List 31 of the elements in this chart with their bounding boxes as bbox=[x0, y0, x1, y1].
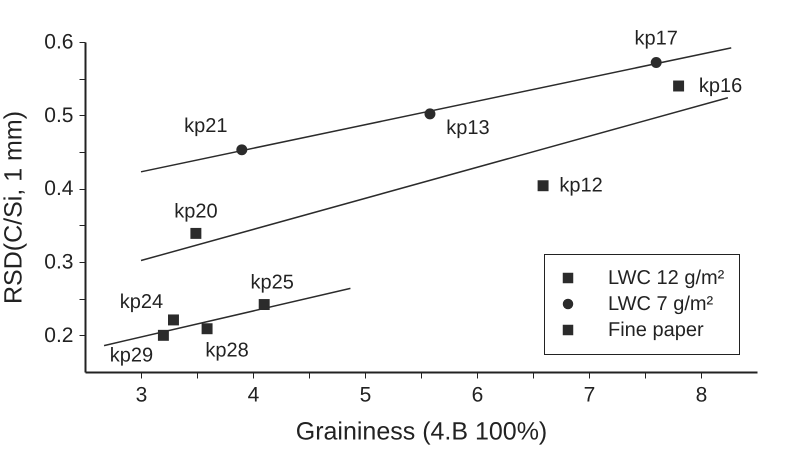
annotation: kp20 bbox=[174, 200, 218, 222]
point bbox=[190, 228, 202, 239]
x-tick-label: 7 bbox=[584, 384, 596, 406]
point bbox=[538, 180, 549, 192]
annotation: kp16 bbox=[698, 75, 742, 97]
annotation: kp12 bbox=[559, 174, 603, 197]
x-tick-label: 3 bbox=[136, 384, 148, 406]
x-axis-title: Graininess (4.B 100%) bbox=[296, 418, 548, 446]
annotation: kp13 bbox=[446, 116, 490, 139]
annotation: kp25 bbox=[250, 272, 294, 294]
x-tick-label: 8 bbox=[696, 384, 708, 406]
annotation: kp21 bbox=[184, 114, 228, 137]
annotation: kp28 bbox=[205, 340, 249, 362]
point bbox=[673, 80, 684, 92]
y-tick-label: 0.4 bbox=[44, 177, 74, 200]
x-tick-label: 4 bbox=[248, 384, 260, 406]
legend-label: LWC 7 g/m² bbox=[608, 293, 714, 315]
y-tick-label: 0.5 bbox=[44, 104, 74, 127]
annotation: kp29 bbox=[110, 344, 154, 366]
legend-label: LWC 12 g/m² bbox=[608, 267, 725, 289]
x-tick-label: 6 bbox=[472, 384, 484, 406]
y-tick-label: 0.2 bbox=[44, 324, 74, 347]
annotation: kp24 bbox=[120, 290, 164, 313]
y-tick-label: 0.6 bbox=[44, 30, 74, 54]
annotation: kp17 bbox=[634, 28, 678, 50]
x-tick-label: 5 bbox=[360, 384, 372, 406]
legend-label: Fine paper bbox=[608, 319, 704, 341]
point bbox=[168, 314, 179, 326]
y-tick-label: 0.3 bbox=[44, 250, 74, 274]
y-axis-title: RSD(C/Si, 1 mm) bbox=[0, 110, 28, 304]
point bbox=[202, 323, 213, 334]
